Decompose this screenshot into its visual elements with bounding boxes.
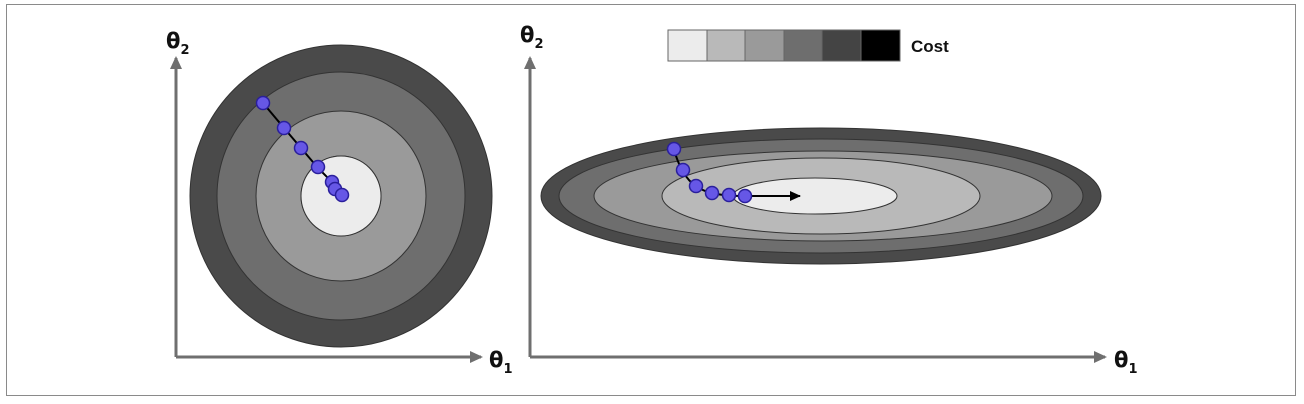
left-x-axis-label: θ1 [489,348,512,377]
right-step-point [666,141,682,157]
right-step-point [737,188,753,204]
legend-swatch-6 [860,29,901,62]
legend-swatch-3 [744,29,785,62]
left-axes: θ2 θ1 [166,29,512,377]
right-step-point [704,185,720,201]
right-axes: θ2 θ1 [520,23,1137,377]
left-step-point [276,120,292,136]
right-contour-plot [540,127,1102,265]
right-y-axis-label: θ2 [520,23,543,52]
left-descent-path [255,95,350,203]
cost-legend: Cost [667,29,949,62]
left-step-point [310,159,326,175]
right-step-point [721,187,737,203]
legend-label: Cost [911,37,949,56]
left-step-point [334,187,350,203]
right-descent-path [666,141,801,204]
legend-swatch-1 [667,29,708,62]
right-step-point [675,162,691,178]
legend-swatch-4 [783,29,823,62]
right-step-point [688,178,704,194]
left-step-point [293,140,309,156]
legend-swatch-2 [706,29,746,62]
left-y-axis-label: θ2 [166,29,189,58]
right-x-axis-label: θ1 [1114,348,1137,377]
legend-swatch-5 [821,29,862,62]
left-step-point [255,95,271,111]
figure-frame [6,4,1296,396]
